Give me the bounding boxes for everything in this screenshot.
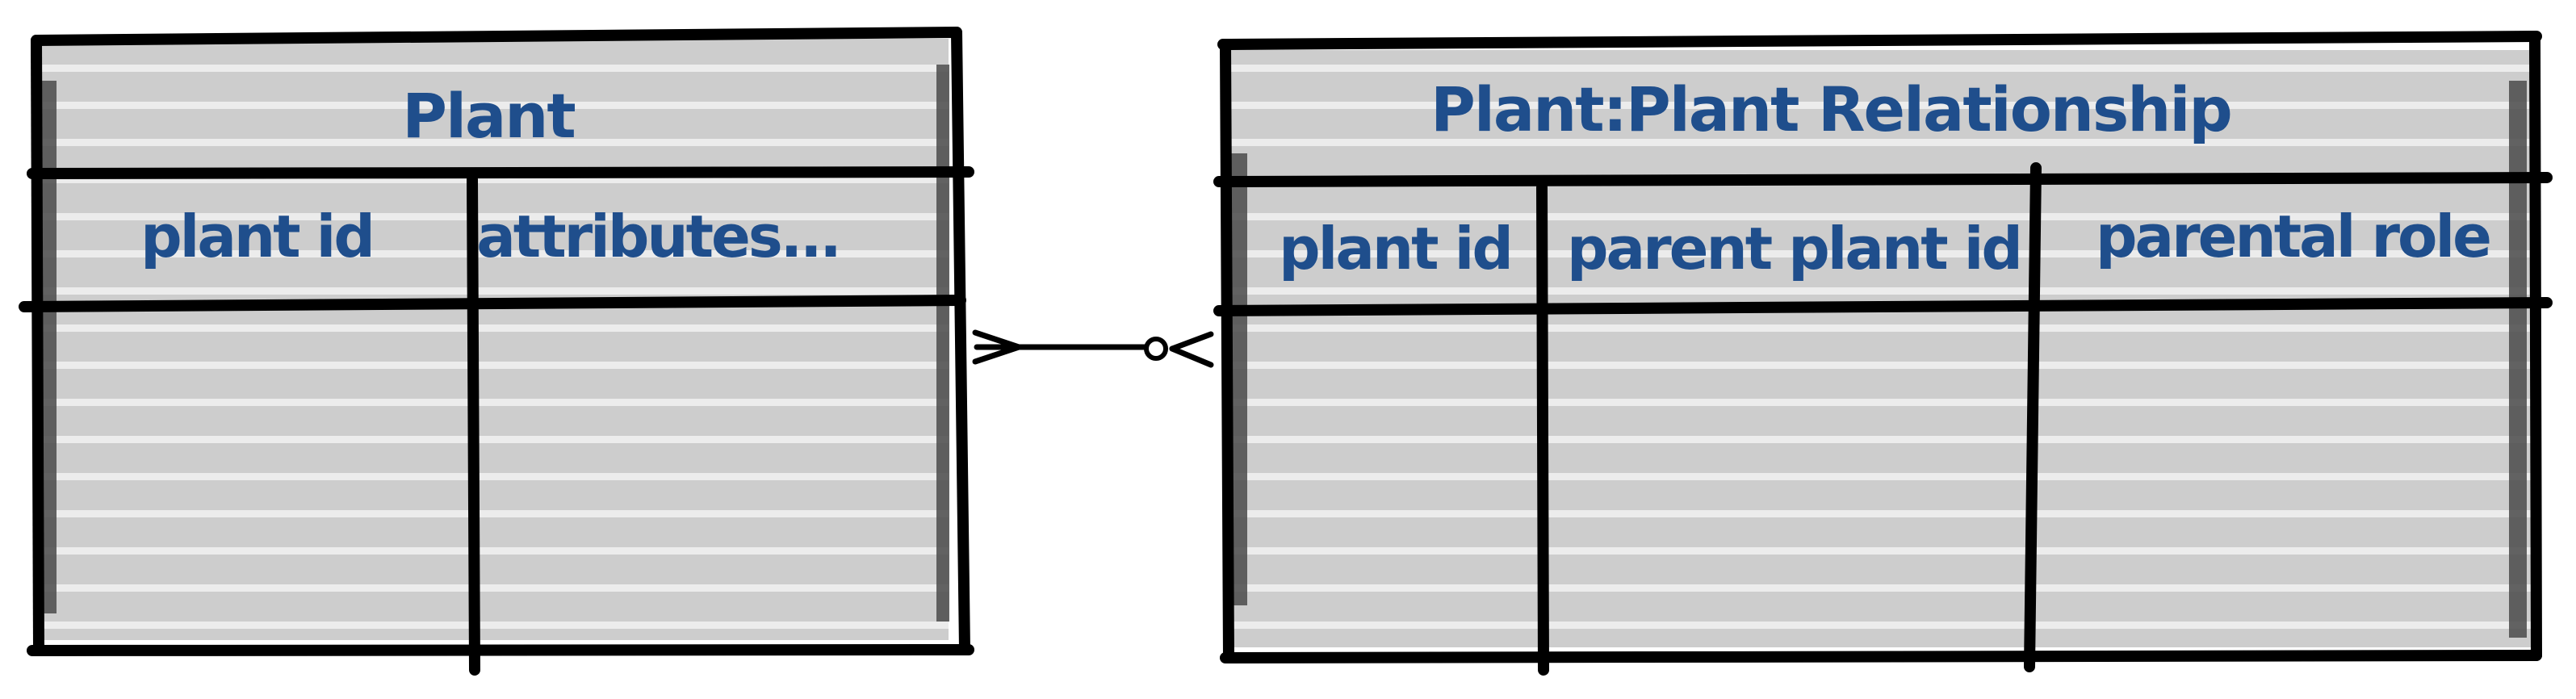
many-crowfoot-left bbox=[972, 329, 1022, 365]
relationship-connector bbox=[972, 329, 1214, 368]
plant-column-header-attributes: attributes... bbox=[476, 203, 840, 270]
relationship-table-grid bbox=[1213, 31, 2553, 676]
plant-entity-title: Plant bbox=[402, 80, 575, 152]
relationship-entity-table[interactable]: Plant:Plant Relationship plant id parent… bbox=[1213, 31, 2553, 676]
many-crowfoot-right bbox=[1169, 331, 1214, 368]
relationship-column-header-parent-plant-id: parent plant id bbox=[1567, 215, 2021, 283]
plant-table-grid bbox=[19, 27, 974, 676]
relationship-column-header-parental-role: parental role bbox=[2096, 203, 2490, 270]
plant-table-fill bbox=[40, 39, 949, 640]
relationship-entity-title: Plant:Plant Relationship bbox=[1430, 73, 2231, 145]
plant-column-header-plant-id: plant id bbox=[140, 203, 373, 270]
relationship-table-fill bbox=[1231, 50, 2535, 647]
optional-circle-marker bbox=[1144, 337, 1168, 361]
relationship-column-header-plant-id: plant id bbox=[1279, 215, 1511, 283]
plant-entity-table[interactable]: Plant plant id attributes... bbox=[19, 27, 974, 676]
